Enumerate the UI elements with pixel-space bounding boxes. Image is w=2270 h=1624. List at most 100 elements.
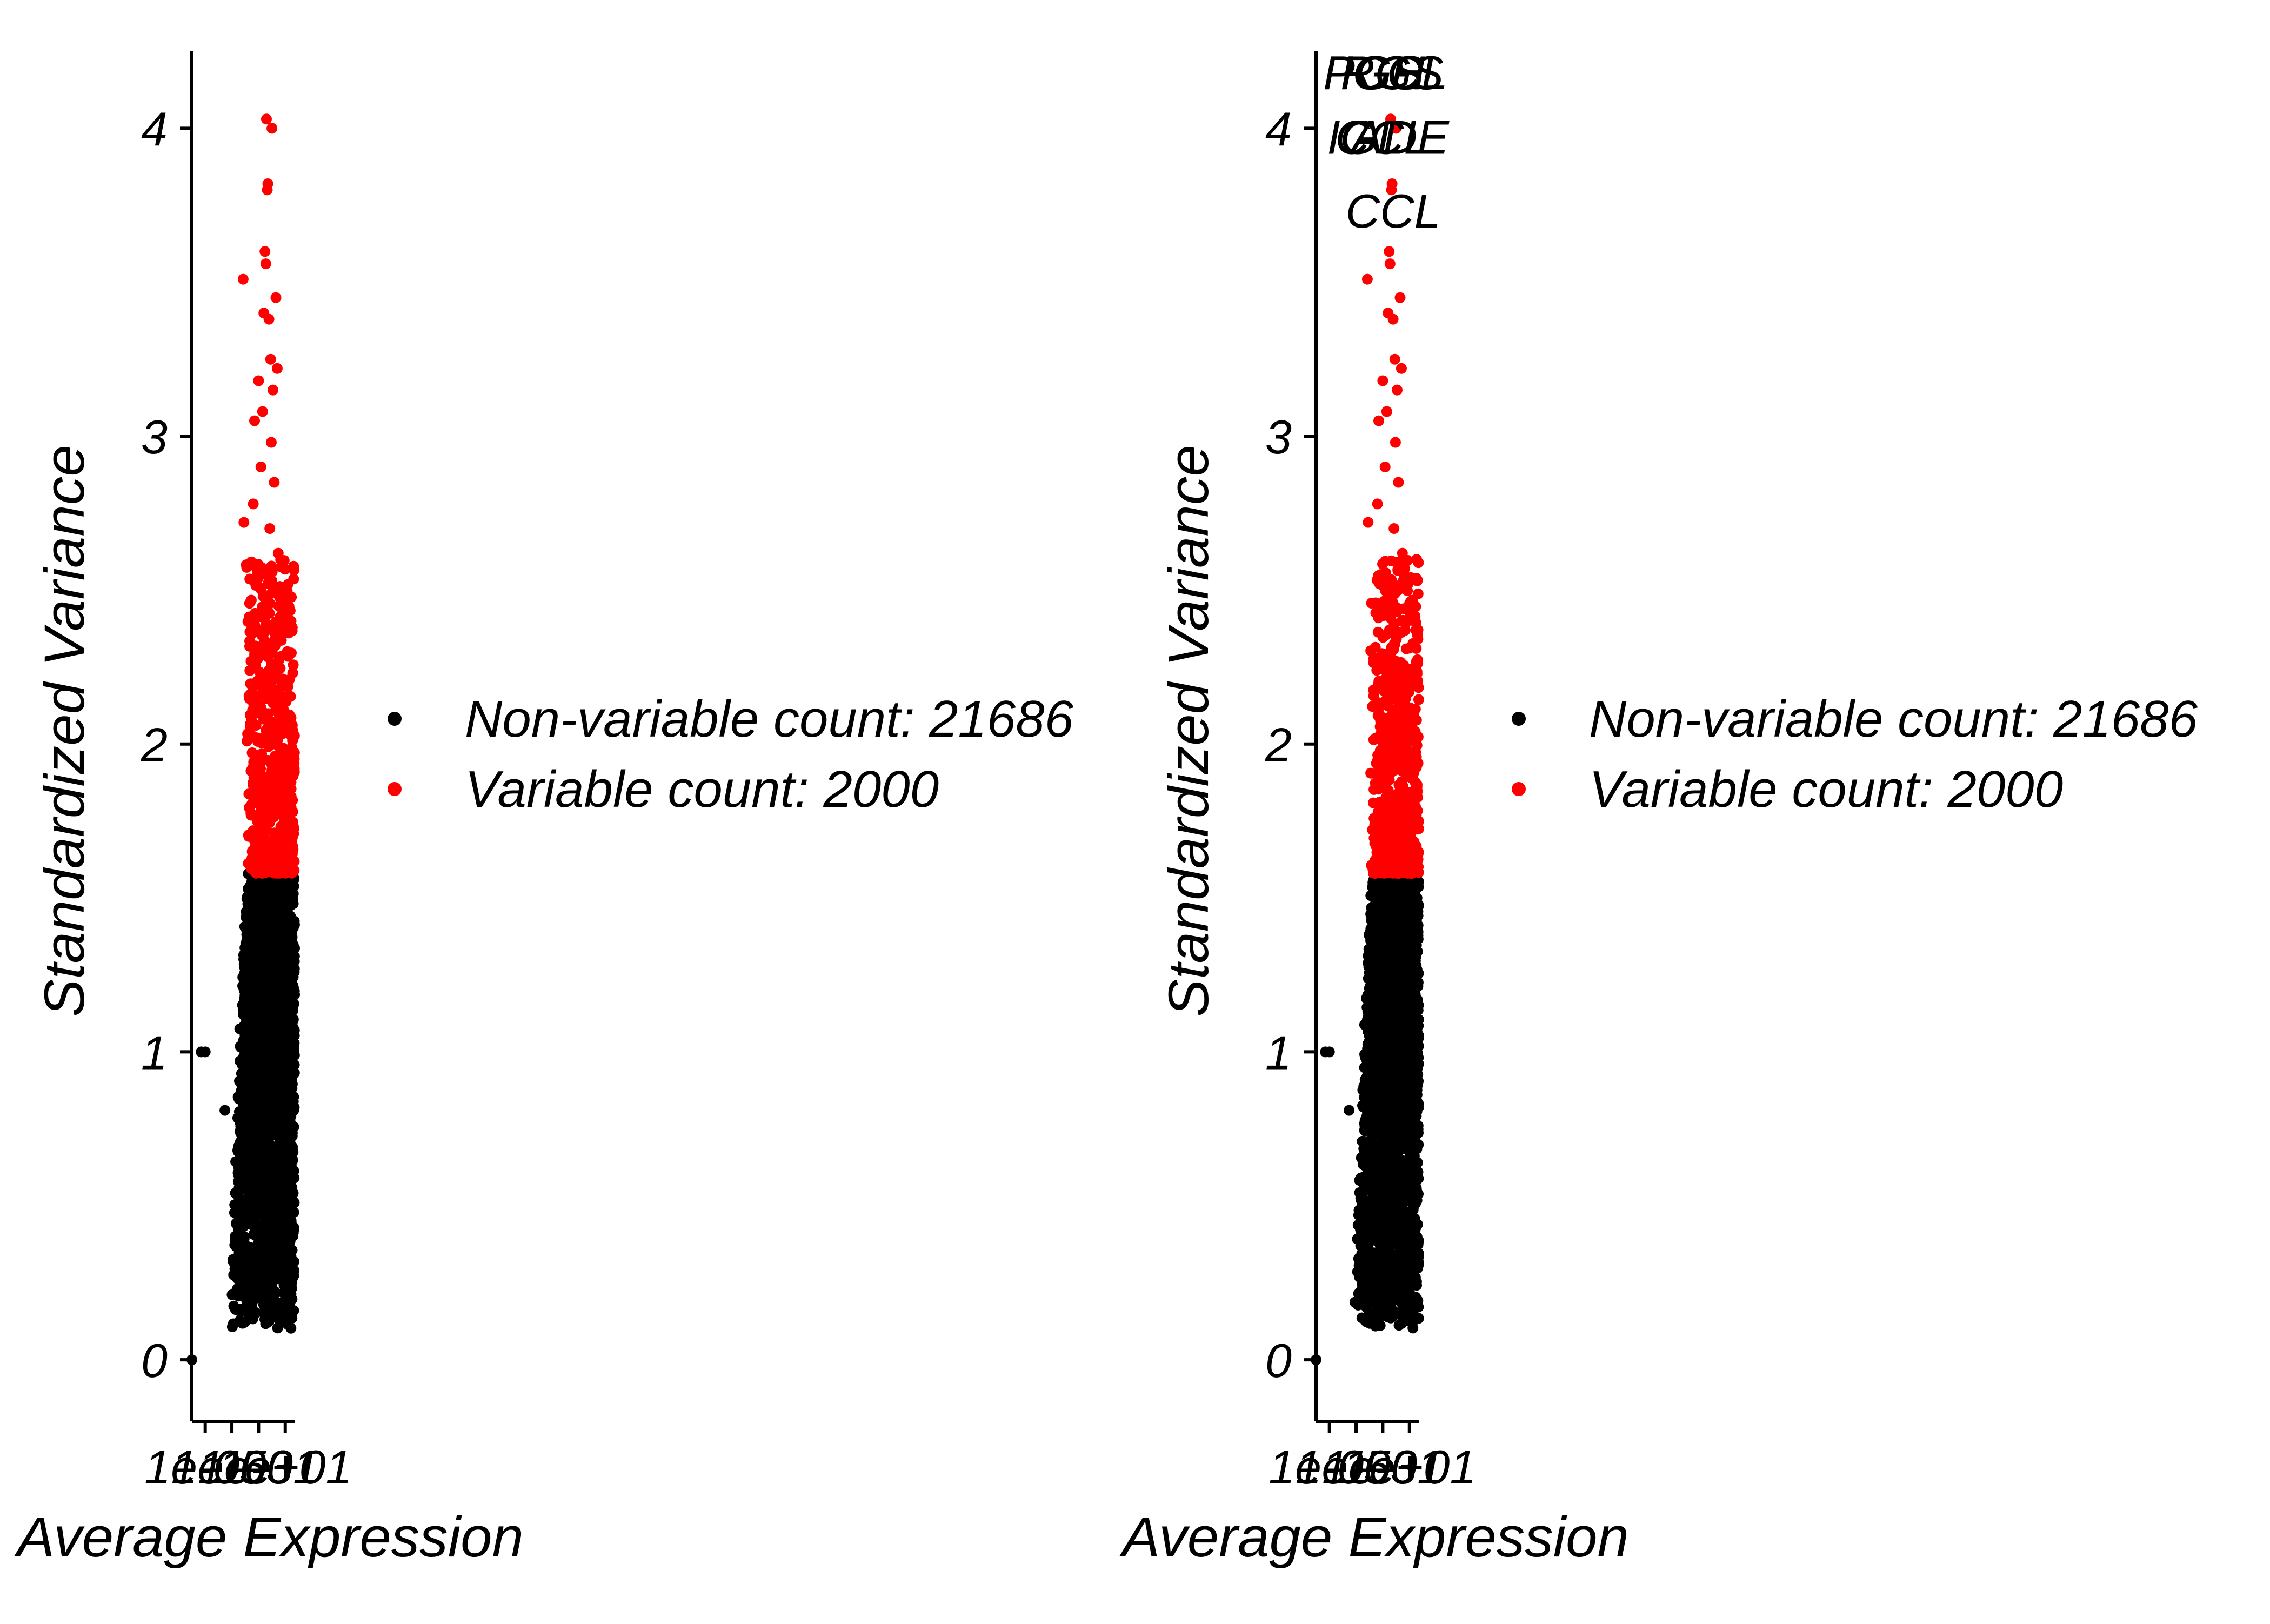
y-tick-label: 2 <box>141 718 168 772</box>
data-point <box>262 1128 272 1139</box>
data-point <box>265 354 276 365</box>
data-point <box>265 778 276 789</box>
data-point <box>255 811 266 821</box>
data-point <box>255 667 265 678</box>
data-point <box>252 736 263 747</box>
data-point <box>256 462 266 472</box>
data-point <box>270 583 281 593</box>
y-tick-label: 0 <box>141 1334 168 1387</box>
data-point <box>279 1182 290 1193</box>
data-point <box>253 1161 264 1172</box>
data-point <box>249 963 259 973</box>
data-point <box>1372 1303 1383 1314</box>
data-point <box>237 1059 248 1070</box>
data-point <box>245 689 256 700</box>
data-point <box>272 755 283 766</box>
data-point <box>257 1233 268 1244</box>
data-point <box>275 651 286 662</box>
data-point <box>273 1304 284 1314</box>
data-point <box>268 730 279 741</box>
x-tick-label: 1e+01 <box>218 1440 352 1494</box>
data-point <box>1408 1231 1419 1242</box>
data-point <box>1398 1276 1409 1287</box>
data-point <box>249 836 260 847</box>
data-point <box>261 1318 271 1329</box>
data-point <box>219 1105 230 1116</box>
data-point <box>261 915 271 926</box>
data-point <box>287 735 298 746</box>
data-point <box>268 936 278 947</box>
data-point <box>272 1322 283 1333</box>
data-point <box>260 1100 271 1111</box>
data-point <box>239 1316 250 1327</box>
data-point <box>284 1257 295 1268</box>
data-point <box>258 899 269 910</box>
data-point <box>250 947 261 958</box>
data-point <box>1408 1003 1419 1014</box>
data-point <box>288 990 299 1001</box>
data-point <box>277 718 288 729</box>
data-point <box>254 1008 265 1019</box>
data-point <box>289 1042 299 1053</box>
data-point <box>1399 1066 1410 1077</box>
data-point <box>263 652 273 663</box>
data-point <box>254 569 265 580</box>
data-point <box>267 1196 278 1207</box>
data-point <box>1359 1314 1370 1325</box>
data-point <box>266 123 277 133</box>
data-point <box>263 741 274 752</box>
data-point <box>269 1002 280 1013</box>
data-point <box>1366 1181 1377 1192</box>
data-point <box>282 1239 293 1249</box>
data-point <box>262 184 273 195</box>
data-point <box>246 595 257 606</box>
data-point <box>252 678 263 689</box>
data-point <box>288 817 298 827</box>
data-point <box>1377 1249 1387 1260</box>
y-axis-title: Standardized Variance <box>33 445 96 1017</box>
data-point <box>276 600 286 611</box>
data-point <box>238 1009 249 1020</box>
data-point <box>244 665 255 676</box>
data-point <box>269 981 279 992</box>
data-point <box>271 292 282 303</box>
data-point <box>239 990 250 1001</box>
data-point <box>1384 1241 1394 1252</box>
data-point <box>262 1060 273 1071</box>
data-point <box>276 1059 286 1070</box>
data-point <box>248 825 258 836</box>
data-point <box>256 1072 267 1083</box>
data-point <box>243 1218 254 1229</box>
data-point <box>265 641 276 652</box>
data-point <box>1365 1114 1376 1125</box>
data-point <box>229 1301 239 1312</box>
data-point <box>250 751 261 762</box>
data-point <box>1413 1313 1424 1324</box>
data-point <box>238 274 249 285</box>
data-point <box>278 1040 289 1051</box>
data-point <box>261 689 272 699</box>
data-point <box>257 828 268 839</box>
data-point <box>237 1248 248 1259</box>
data-point <box>1357 1253 1368 1264</box>
data-point <box>240 1280 251 1291</box>
data-point <box>238 517 249 528</box>
data-point <box>244 802 255 813</box>
y-tick-label: 1 <box>141 1026 168 1079</box>
data-point <box>1377 1205 1387 1215</box>
legend-label: Non-variable count: 21686 <box>465 690 1074 748</box>
data-point <box>266 437 277 448</box>
data-point <box>233 1167 244 1178</box>
data-point <box>251 934 262 945</box>
data-point <box>252 1280 263 1291</box>
data-point <box>249 416 260 426</box>
data-point <box>245 656 256 667</box>
data-point <box>286 1066 297 1077</box>
data-point <box>248 498 259 509</box>
data-point <box>270 1269 281 1280</box>
data-point <box>259 246 270 257</box>
data-point <box>1404 1042 1415 1053</box>
y-tick-label: 4 <box>141 102 168 156</box>
data-point <box>277 911 288 922</box>
